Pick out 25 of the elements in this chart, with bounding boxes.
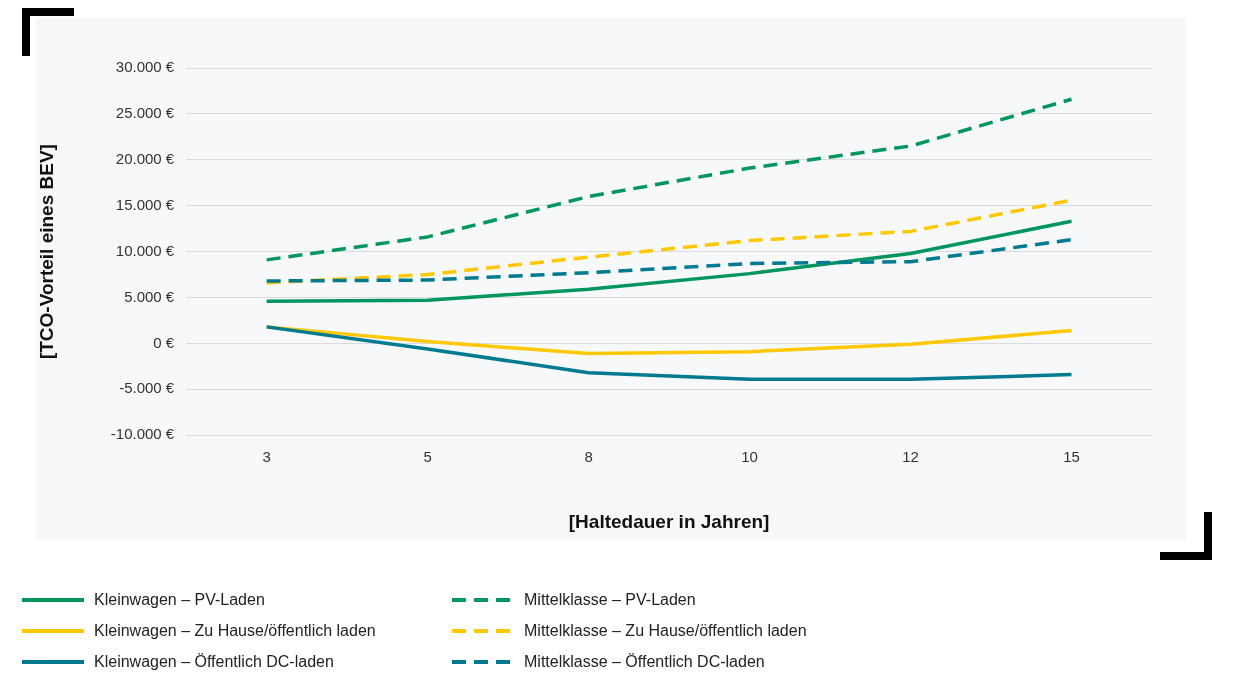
line-series	[264, 97, 1074, 262]
legend-label: Kleinwagen – Öffentlich DC-laden	[94, 652, 334, 671]
legend-label: Mittelklasse – Öffentlich DC-laden	[524, 652, 765, 671]
legend-label: Mittelklasse – PV-Laden	[524, 590, 696, 609]
y-tick-label: 5.000 €	[124, 287, 175, 305]
x-tick-label: 8	[584, 448, 593, 466]
y-axis-title: [TCO-Vorteil eines BEV]	[35, 144, 57, 360]
line-series	[264, 237, 1074, 283]
legend-label: Mittelklasse – Zu Hause/öffentlich laden	[524, 621, 807, 640]
legend-label: Kleinwagen – Zu Hause/öffentlich laden	[94, 621, 376, 640]
y-tick-label: -5.000 €	[119, 379, 175, 397]
y-tick-label: -10.000 €	[110, 425, 175, 443]
y-tick-label: 25.000 €	[115, 104, 175, 122]
y-tick-label: 20.000 €	[115, 149, 175, 167]
x-tick-label: 12	[902, 448, 919, 466]
x-tick-label: 15	[1063, 448, 1080, 466]
x-tick-label: 10	[741, 448, 758, 466]
y-tick-label: 30.000 €	[115, 58, 175, 76]
x-axis-title: [Haltedauer in Jahren]	[568, 510, 770, 532]
legend-label: Kleinwagen – PV-Laden	[94, 590, 265, 609]
y-tick-label: 10.000 €	[115, 241, 175, 259]
x-tick-label: 5	[423, 448, 432, 466]
y-tick-label: 0 €	[153, 333, 175, 351]
y-tick-label: 15.000 €	[115, 195, 175, 213]
x-tick-label: 3	[262, 448, 271, 466]
